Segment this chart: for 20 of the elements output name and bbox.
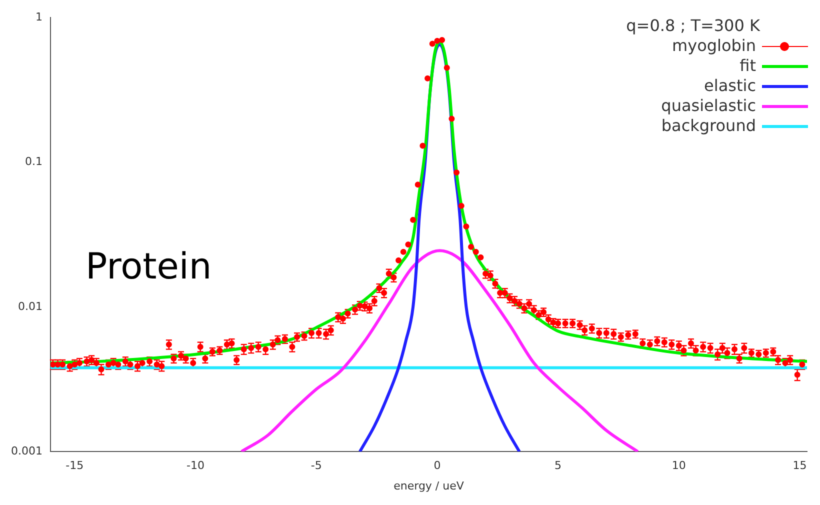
x-tick-label: 0: [434, 459, 441, 472]
y-tick-label: 1: [35, 10, 42, 24]
legend-label: myoglobin: [672, 36, 756, 56]
y-tick-label: 0.1: [24, 155, 42, 168]
y-tick-label: 0.001: [10, 444, 42, 458]
x-axis-title: energy / ueV: [394, 479, 464, 492]
legend-title: q=0.8 ; T=300 K: [626, 16, 762, 36]
x-tick-label: 10: [672, 459, 686, 472]
x-tick-label: -5: [310, 459, 322, 472]
x-tick-label: -15: [66, 459, 84, 472]
legend-label: elastic: [704, 76, 756, 96]
x-tick-label: -10: [186, 459, 204, 472]
legend-label: fit: [740, 56, 756, 76]
legend-label: quasielastic: [661, 96, 756, 116]
line-series: [240, 249, 640, 452]
x-tick-label: 5: [554, 459, 562, 472]
x-tick-label: 15: [792, 459, 807, 472]
legend-label: background: [661, 116, 756, 136]
y-tick-label: 0.01: [18, 300, 42, 313]
annotation: Protein: [85, 246, 212, 288]
